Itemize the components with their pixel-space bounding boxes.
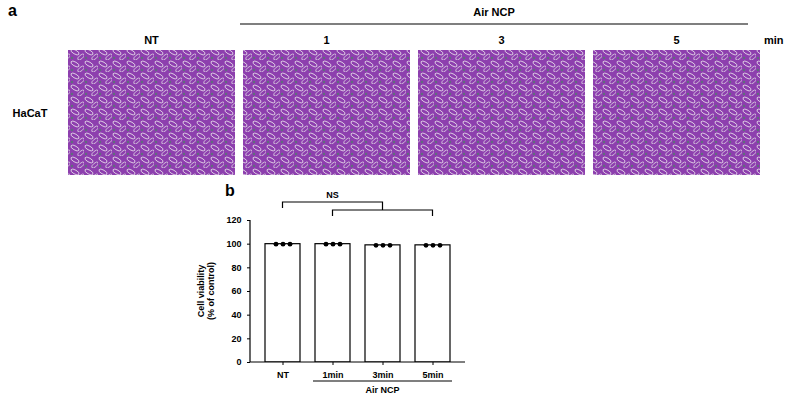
svg-text:HaCaT: HaCaT bbox=[13, 107, 48, 119]
svg-text:80: 80 bbox=[231, 263, 241, 273]
svg-text:NT: NT bbox=[277, 370, 289, 380]
svg-text:20: 20 bbox=[231, 334, 241, 344]
svg-text:5min: 5min bbox=[422, 370, 443, 380]
svg-text:NT: NT bbox=[144, 34, 159, 46]
svg-text:min: min bbox=[764, 34, 784, 46]
svg-text:NS: NS bbox=[326, 190, 339, 200]
svg-text:60: 60 bbox=[231, 286, 241, 296]
svg-text:b: b bbox=[225, 182, 235, 199]
svg-text:Air NCP: Air NCP bbox=[365, 385, 399, 395]
svg-text:3min: 3min bbox=[372, 370, 393, 380]
svg-text:1: 1 bbox=[323, 34, 329, 46]
svg-text:3: 3 bbox=[498, 34, 504, 46]
svg-text:40: 40 bbox=[231, 310, 241, 320]
svg-text:a: a bbox=[8, 2, 17, 19]
svg-text:5: 5 bbox=[673, 34, 679, 46]
svg-text:100: 100 bbox=[226, 239, 241, 249]
svg-text:120: 120 bbox=[226, 215, 241, 225]
svg-text:Air NCP: Air NCP bbox=[473, 6, 515, 18]
svg-text:0: 0 bbox=[236, 357, 241, 367]
svg-text:1min: 1min bbox=[322, 370, 343, 380]
svg-text:Cell viability(% of control): Cell viability(% of control) bbox=[196, 262, 216, 320]
